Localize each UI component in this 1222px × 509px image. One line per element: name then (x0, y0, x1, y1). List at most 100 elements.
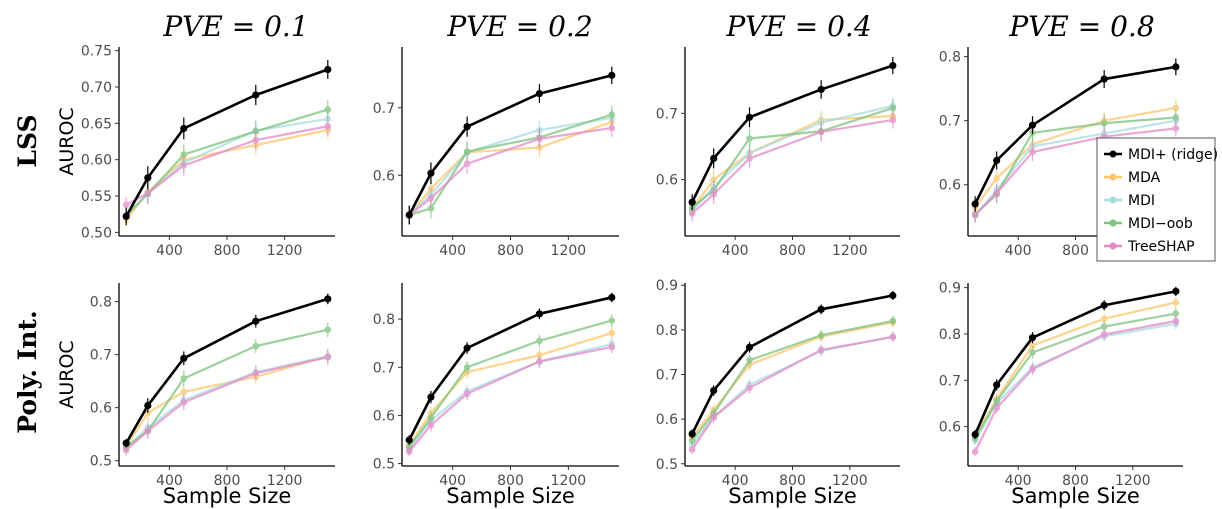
panel-1-3-point-treeshap (746, 155, 753, 162)
panel-1-1-y-tick-label: 0.60 (81, 153, 112, 169)
panel-1-3-x-tick-label: 400 (722, 243, 749, 259)
panel-2-3-series-treeshap (688, 331, 897, 454)
panel-2-4-point-treeshap (1029, 365, 1036, 373)
panel-1-4-point-treeshap (993, 189, 1000, 197)
panel-1-1-x-tick-label: 400 (156, 243, 183, 259)
panel-2-4-point-mda (1029, 342, 1036, 349)
panel-2-2-point-treeshap (405, 448, 413, 455)
panel-2-2-series-treeshap (405, 340, 616, 457)
panel-2-2-point-mdi-ridge (405, 436, 413, 444)
panel-2-4-x-tick-label: 800 (1062, 473, 1089, 489)
panel-1-2-line-mdi-oob (408, 113, 613, 217)
panel-1-3-y-tick-label: 0.6 (656, 173, 678, 189)
panel-1-1-series-mdi-ridge (122, 60, 332, 226)
panel-2-3-x-tick-label: 800 (779, 473, 806, 489)
legend-swatch-point (1109, 150, 1117, 158)
panel-2-2-point-mdi-ridge (608, 293, 616, 302)
panel-2-1-point-mdi-ridge (324, 295, 332, 303)
panel-1-1-x-tick-label: 1200 (267, 243, 303, 259)
panel-1-2-point-mdi-oob (463, 148, 471, 155)
panel-1-3-series-treeshap (688, 111, 897, 222)
panel-1-4-point-mdi-oob (1100, 119, 1108, 127)
panel-1-2-point-mdi-ridge (608, 71, 616, 79)
panel-1-4-point-mdi-oob (1172, 114, 1180, 121)
panel-2-3-point-mdi-ridge (889, 291, 897, 300)
panel-1-1-point-treeshap (122, 201, 130, 209)
panel-2-1-point-treeshap (324, 353, 332, 361)
panel-1-4-point-mdi-ridge (1028, 121, 1037, 129)
panel-2-4-point-mdi-oob (1172, 310, 1180, 317)
panel-1-2-x-tick-label: 400 (439, 243, 466, 259)
panel-1-2-point-treeshap (463, 160, 471, 168)
panel-1-3-line-mdi-oob (691, 106, 894, 209)
panel-2-1-point-treeshap (122, 446, 130, 454)
panel-1-3-x-tick-label: 1200 (832, 243, 868, 259)
panel-1-3-point-treeshap (889, 116, 897, 124)
panel-2-2-y-tick-label: 0.5 (373, 457, 395, 473)
panel-2-4-y-tick-label: 0.7 (939, 373, 961, 389)
panel-1-2: 0.6 0.7 400 800 1200 (373, 47, 619, 259)
panel-1-1-y-tick-label: 0.55 (81, 189, 112, 205)
panel-2-1-series-treeshap (122, 349, 332, 456)
panel-1-4-point-mdi-ridge (993, 156, 1001, 164)
panel-2-1-series-mdi-ridge (122, 293, 332, 448)
panel-1-4-y-tick-label: 0.7 (939, 114, 961, 130)
panel-2-3-line-treeshap (691, 335, 894, 451)
legend-label: TreeSHAP (1127, 239, 1195, 255)
panel-2-1-line-mdi-oob (125, 328, 329, 448)
panel-2-3-point-treeshap (746, 384, 753, 392)
panel-1-1-y-tick-label: 0.75 (81, 44, 112, 60)
panel-2-3-line-mdi (691, 335, 894, 446)
panel-2-4-point-mdi-ridge (993, 381, 1001, 389)
panel-2-4-line-mda (974, 301, 1177, 438)
panel-1-4-point-treeshap (1172, 125, 1180, 132)
panel-2-1-y-tick-label: 0.7 (90, 348, 112, 364)
panel-2-2-x-tick-label: 1200 (551, 473, 587, 489)
legend-entry-treeshap: TreeSHAP (1104, 239, 1195, 255)
panel-1-4-y-tick-label: 0.6 (939, 178, 961, 194)
panel-1-2-series-treeshap (405, 119, 616, 224)
panel-2-4-y-tick-label: 0.6 (939, 420, 961, 436)
panel-2-2-point-treeshap (536, 358, 543, 365)
panel-2-4-y-tick-label: 0.8 (939, 327, 961, 343)
panel-1-1-series-mdi (122, 109, 332, 223)
panel-1-1-point-mdi-oob (324, 106, 332, 113)
panel-1-4-series-mdi-ridge (971, 58, 1180, 212)
panel-2-4-x-label: Sample Size (1011, 484, 1140, 508)
panel-1-1-point-mdi-ridge (324, 65, 332, 74)
column-titles: PVE = 0.1 PVE = 0.2 PVE = 0.4 PVE = 0.8 (162, 10, 1154, 43)
panel-1-3-point-mdi-oob (889, 104, 897, 112)
panel-2-1-line-mda (125, 355, 329, 447)
panel-1-2-point-mdi-ridge (535, 89, 544, 98)
panel-1-3-series-mdi-ridge (688, 56, 897, 211)
panel-2-1-point-treeshap (180, 399, 188, 406)
panel-2-2-point-mdi-oob (427, 414, 435, 422)
panel-2-2-point-mda (608, 329, 616, 337)
panel-2-3-point-mdi-oob (746, 356, 753, 364)
panel-2-2-series-mdi (405, 337, 616, 454)
panel-2-1-y-label: AUROC (56, 340, 78, 408)
panel-1-4-y-tick-label: 0.8 (939, 50, 961, 66)
legend-swatch-point (1109, 242, 1117, 250)
panel-2-3-point-mdi-oob (817, 331, 825, 339)
legend-swatch-point (1109, 196, 1117, 204)
panel-2-4-series-mdi-oob (971, 308, 1180, 443)
panel-2-1-point-mdi-oob (180, 375, 188, 382)
panel-2-2-point-mdi-ridge (535, 310, 544, 318)
panel-1-2-line-treeshap (408, 126, 612, 216)
panel-2-4-series-mdi-ridge (971, 286, 1180, 440)
legend-entry-mdi: MDI (1104, 193, 1155, 209)
panel-1-3: 0.6 0.7 400 800 1200 (656, 47, 900, 259)
panel-1-1-point-mdi-ridge (122, 212, 130, 220)
panel-2-2-point-mdi-oob (536, 337, 543, 345)
panel-1-3-y-tick-label: 0.7 (656, 106, 678, 122)
panel-1-1-series-treeshap (122, 116, 332, 213)
panel-1-2-point-mdi-ridge (463, 123, 471, 131)
panel-1-4-point-treeshap (1029, 148, 1036, 156)
panel-2-4-point-mda (1172, 299, 1180, 306)
panel-1-1-series-mda (122, 120, 332, 227)
panel-2-1-point-treeshap (144, 427, 152, 435)
panel-2-3-x-label: Sample Size (728, 484, 857, 508)
